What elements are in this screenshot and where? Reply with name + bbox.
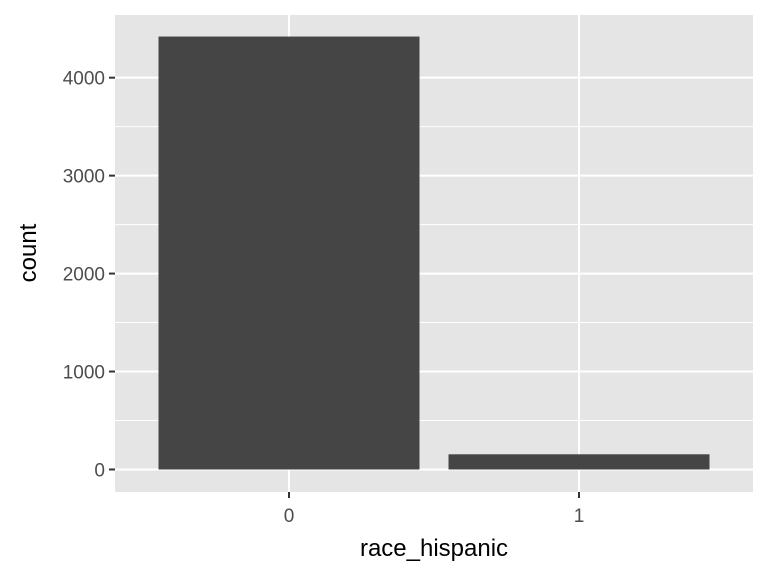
y-tick-label: 2000 — [63, 265, 105, 286]
y-tick-label: 0 — [94, 460, 105, 481]
x-axis-title: race_hispanic — [360, 535, 508, 562]
x-tick-label: 0 — [284, 506, 295, 527]
y-axis-title: count — [15, 223, 42, 282]
bar — [158, 36, 420, 470]
axes: 0 1000 2000 3000 4000 0 1 — [63, 69, 585, 527]
x-tick-label: 1 — [574, 506, 585, 527]
y-tick-label: 4000 — [63, 69, 105, 90]
y-tick-label: 3000 — [63, 167, 105, 188]
y-tick-label: 1000 — [63, 363, 105, 384]
bar — [448, 454, 710, 470]
bars — [158, 36, 710, 470]
